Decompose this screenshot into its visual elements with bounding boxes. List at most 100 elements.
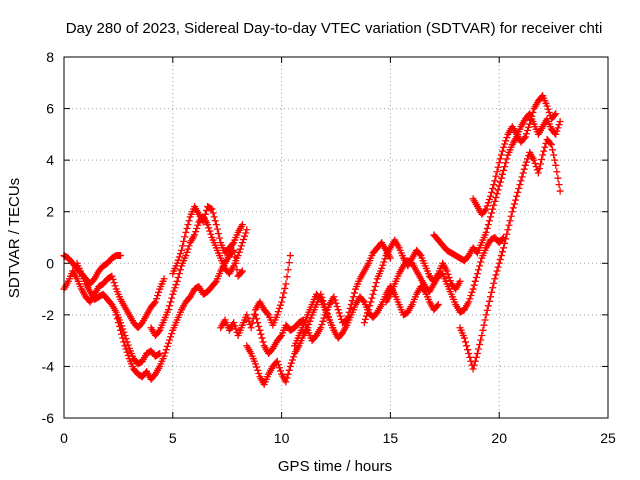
data-point-marker (521, 161, 529, 169)
data-point-marker (509, 204, 517, 212)
data-point-marker (213, 225, 221, 233)
data-point-marker (204, 221, 212, 229)
series-arc-3 (73, 259, 164, 368)
data-point-marker (162, 346, 170, 354)
data-point-marker (178, 246, 186, 254)
data-point-marker (372, 279, 380, 287)
data-point-marker (111, 282, 119, 290)
data-point-marker (544, 105, 552, 113)
data-point-marker (501, 163, 509, 171)
data-point-marker (475, 266, 483, 274)
data-point-marker (256, 326, 264, 334)
data-point-marker (540, 147, 548, 155)
data-point-marker (280, 289, 288, 297)
data-point-marker (115, 322, 123, 330)
data-point-marker (535, 165, 543, 173)
data-point-marker (114, 319, 122, 327)
data-point-marker (122, 345, 130, 353)
data-point-marker (243, 226, 251, 234)
data-point-marker (121, 342, 129, 350)
data-point-marker (500, 244, 508, 252)
data-point-marker (494, 263, 502, 271)
data-point-marker (461, 338, 469, 346)
data-point-marker (498, 147, 506, 155)
data-point-marker (492, 172, 500, 180)
data-point-marker (550, 151, 558, 159)
data-point-marker (282, 378, 290, 386)
data-point-marker (210, 213, 218, 221)
data-point-marker (184, 245, 192, 253)
data-point-marker (184, 221, 192, 229)
data-point-marker (470, 361, 478, 369)
data-point-marker (503, 134, 511, 142)
data-point-marker (513, 192, 521, 200)
data-point-marker (490, 279, 498, 287)
y-tick-labels: -6 -4 -2 0 2 4 6 8 (42, 49, 55, 426)
data-point-marker (475, 345, 483, 353)
data-point-marker (484, 302, 492, 310)
data-point-marker (229, 240, 237, 248)
data-point-marker (552, 161, 560, 169)
data-point-marker (288, 356, 296, 364)
data-point-marker (174, 273, 182, 281)
data-point-marker (465, 350, 473, 358)
data-point-marker (183, 248, 191, 256)
data-point-marker (491, 197, 499, 205)
data-point-marker (211, 279, 219, 287)
data-point-marker (554, 174, 562, 182)
data-point-marker (521, 133, 529, 141)
data-point-marker (192, 228, 200, 236)
data-point-marker (281, 284, 289, 292)
y-tick-label: -2 (42, 307, 55, 323)
data-point-marker (489, 284, 497, 292)
axis-ticks (63, 56, 609, 419)
data-point-marker (169, 290, 177, 298)
data-point-marker (552, 110, 560, 118)
data-point-marker (166, 302, 174, 310)
y-tick-label: -4 (42, 358, 55, 374)
series-arc-8 (251, 239, 394, 358)
data-point-marker (480, 321, 488, 329)
data-point-marker (456, 277, 464, 285)
data-point-marker (167, 333, 175, 341)
data-point-marker (167, 298, 175, 306)
data-point-marker (491, 177, 499, 185)
data-point-marker (242, 229, 250, 237)
data-point-marker (477, 336, 485, 344)
data-point-marker (273, 311, 281, 319)
data-point-marker (489, 205, 497, 213)
data-point-marker (154, 292, 162, 300)
data-point-marker (255, 370, 263, 378)
data-point-marker (258, 334, 266, 342)
data-point-marker (378, 264, 386, 272)
data-point-marker (123, 348, 131, 356)
data-point-marker (173, 277, 181, 285)
data-point-marker (506, 217, 514, 225)
data-point-marker (155, 288, 163, 296)
x-axis-label: GPS time / hours (278, 458, 392, 475)
data-point-marker (119, 334, 127, 342)
data-point-marker (460, 334, 468, 342)
data-point-marker (482, 205, 490, 213)
data-point-marker (365, 306, 373, 314)
data-point-marker (538, 155, 546, 163)
x-tick-label: 0 (60, 430, 68, 446)
data-point-marker (539, 151, 547, 159)
data-point-marker (283, 273, 291, 281)
y-tick-label: -6 (42, 410, 55, 426)
data-point-marker (468, 288, 476, 296)
data-point-marker (364, 309, 372, 317)
data-point-marker (194, 221, 202, 229)
data-point-marker (330, 293, 338, 301)
data-point-marker (381, 255, 389, 263)
data-point-marker (380, 258, 388, 266)
data-point-marker (275, 364, 283, 372)
data-point-marker (284, 266, 292, 274)
data-point-marker (493, 168, 501, 176)
data-point-marker (257, 330, 265, 338)
data-point-marker (496, 255, 504, 263)
data-point-marker (534, 169, 542, 177)
data-point-marker (517, 177, 525, 185)
data-point-marker (494, 186, 502, 194)
data-point-marker (498, 248, 506, 256)
